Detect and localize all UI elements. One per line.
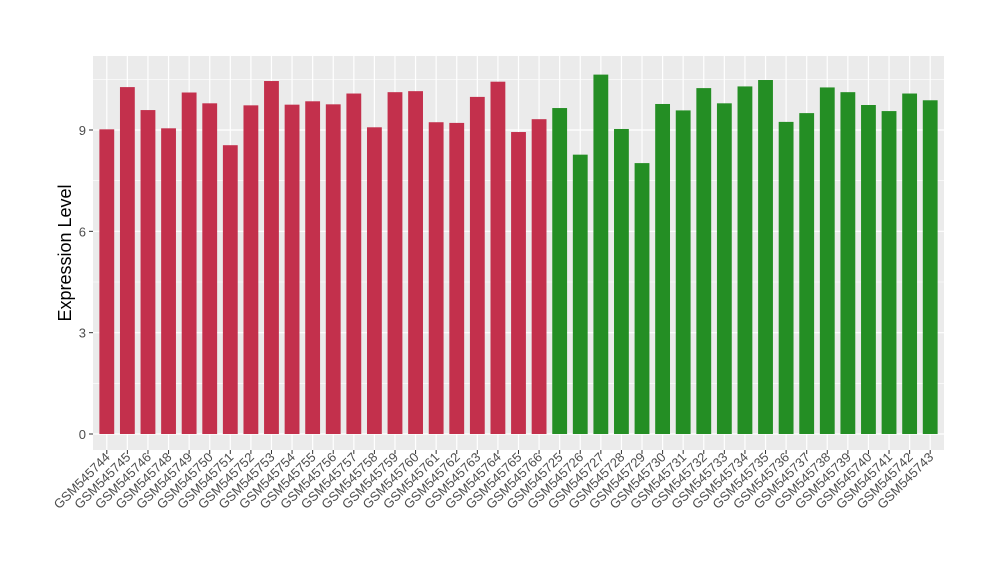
bar [408, 91, 423, 435]
x-axis-ticks: GSM545744GSM545745GSM545746GSM545748GSM5… [51, 450, 937, 512]
bar [387, 92, 403, 435]
bar [758, 80, 773, 435]
bar [737, 86, 753, 434]
bar [511, 132, 526, 434]
bar [922, 100, 938, 434]
y-axis-ticks: 0 3 6 9 [79, 123, 93, 442]
bar [469, 96, 485, 435]
bar [490, 81, 506, 434]
bar [325, 104, 341, 434]
y-tick-label: 0 [79, 427, 86, 442]
y-tick-label: 9 [79, 123, 86, 138]
bar [881, 111, 897, 434]
bar [222, 145, 238, 434]
bar [284, 104, 300, 435]
bar [428, 122, 444, 434]
bar [716, 103, 732, 434]
bar [346, 93, 362, 435]
bar [202, 103, 218, 434]
bar [840, 92, 856, 435]
bar [778, 121, 794, 434]
bar [819, 87, 835, 434]
y-axis-label: Expression Level [55, 184, 75, 321]
bar [572, 154, 588, 434]
bar [99, 129, 115, 434]
bar [861, 105, 876, 434]
bar [264, 81, 279, 435]
bar [161, 128, 176, 435]
bar [181, 92, 197, 435]
bar [449, 122, 465, 434]
bar [634, 163, 650, 434]
y-tick-label: 6 [79, 224, 86, 239]
bar [799, 113, 815, 434]
bars [99, 74, 938, 435]
bar [119, 87, 135, 434]
bar [675, 110, 691, 435]
bar [655, 103, 671, 434]
bar [366, 127, 382, 434]
bar [696, 88, 712, 435]
bar [593, 74, 609, 435]
bar [531, 119, 547, 435]
bar [140, 110, 156, 435]
bar [552, 108, 568, 435]
bar [243, 105, 259, 434]
bar [902, 93, 918, 435]
y-tick-label: 3 [79, 326, 86, 341]
bar [305, 101, 321, 435]
bar [614, 128, 629, 434]
